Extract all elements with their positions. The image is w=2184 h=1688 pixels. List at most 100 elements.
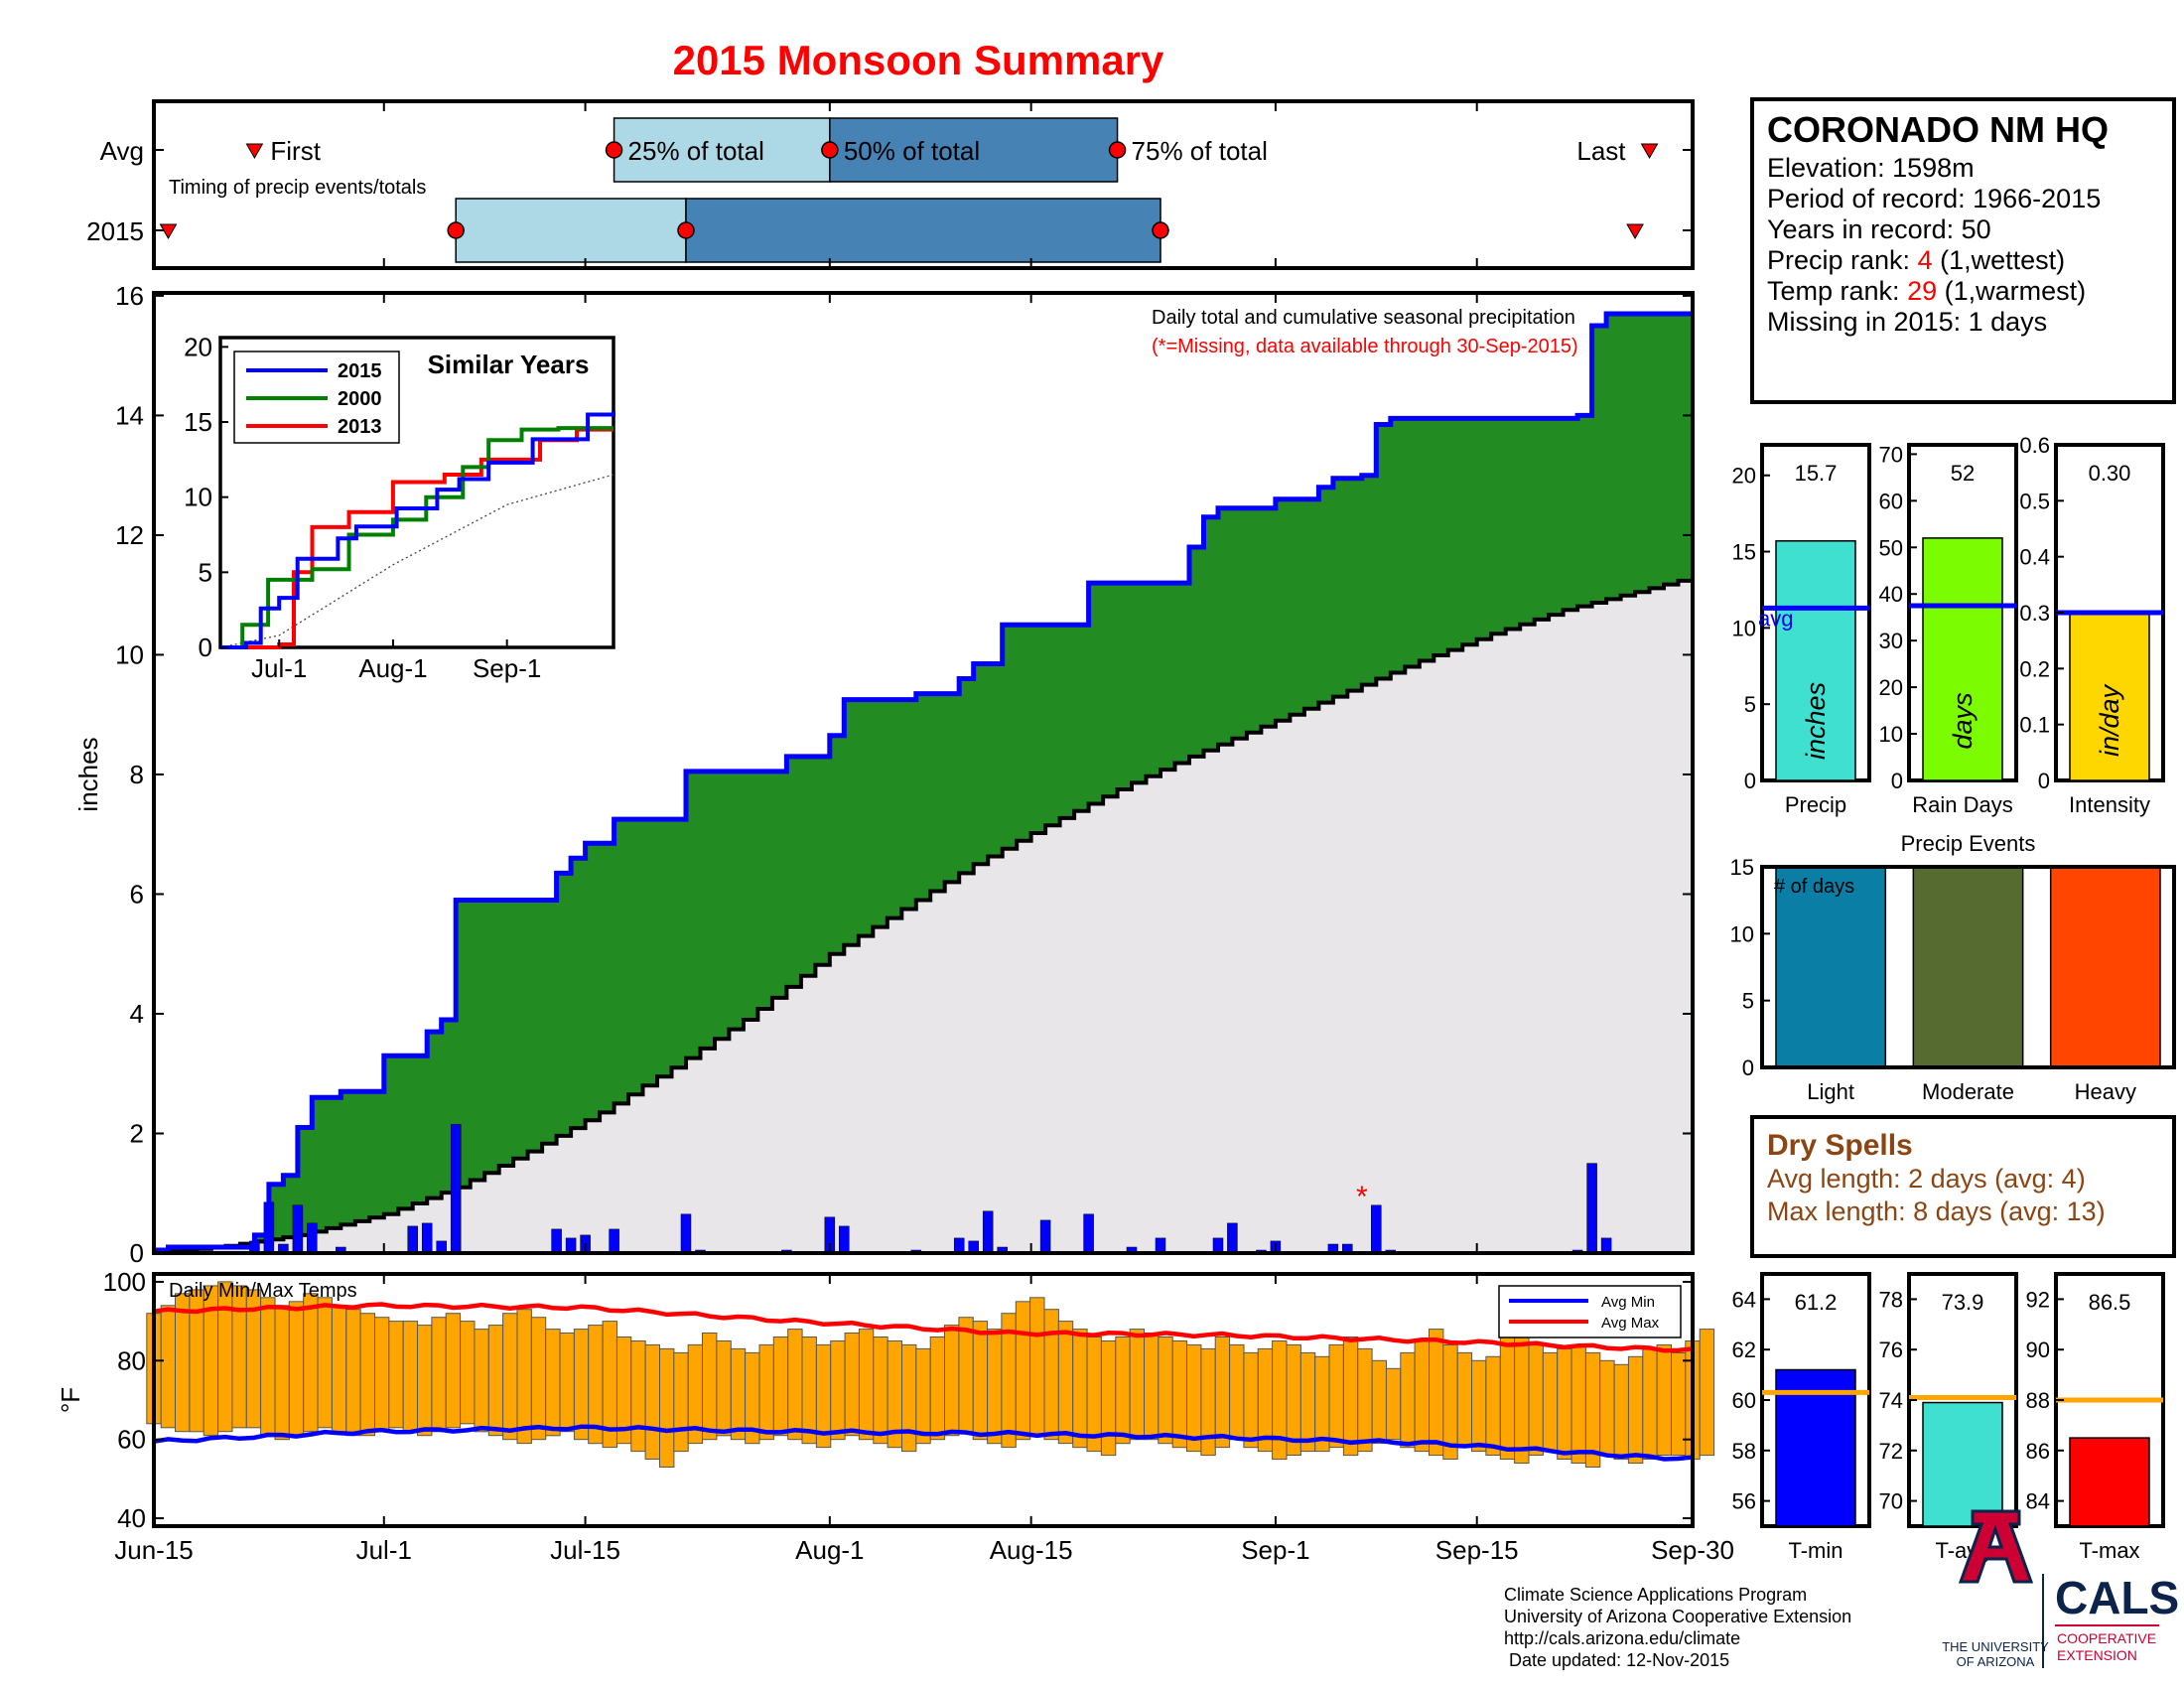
- temp-range-bar: [1129, 1329, 1145, 1441]
- temp-range-bar: [987, 1329, 1003, 1445]
- small-panel-tick-label: 0: [2038, 769, 2050, 793]
- small-panel-tick-label: 5: [1744, 692, 1756, 717]
- events-bar: [1775, 866, 1887, 1068]
- small-panel-bar: [2069, 1437, 2150, 1527]
- events-bar: [2049, 866, 2161, 1068]
- timing-box-50-75: [829, 117, 1119, 183]
- x-tick-label: Jul-1: [356, 1535, 412, 1565]
- missing-marker: *: [1356, 1181, 1368, 1213]
- timing-panel: Avg 2015 First Last 25% of total 50% of total…: [86, 99, 1695, 270]
- small-panel-bar: [2069, 612, 2150, 781]
- totals-panels: 15.7 0 5 10 15 20 Precip inches avg 52 0 10 20 30 40 50…: [1732, 433, 2165, 817]
- events-tick-label: 10: [1730, 921, 1754, 946]
- temp-range-bar: [175, 1293, 191, 1433]
- small-panel-tick-label: 20: [1732, 464, 1756, 489]
- inset-y-tick-label: 20: [184, 332, 212, 361]
- temp-range-bar: [1514, 1336, 1530, 1464]
- inset-series-2015: [220, 411, 615, 649]
- temp-range-bar: [1029, 1297, 1045, 1437]
- timing-25-label: 25% of total: [628, 136, 764, 166]
- events-tick-label: 15: [1730, 855, 1754, 880]
- temp-range-bar: [958, 1317, 974, 1433]
- small-panel-tick-label: 74: [1879, 1388, 1903, 1413]
- x-tick-label: Aug-1: [795, 1535, 864, 1565]
- daily-precip-bar: [307, 1222, 318, 1254]
- daily-precip-bar: [680, 1213, 692, 1254]
- small-panel-tick-label: 0.1: [2019, 713, 2050, 738]
- daily-precip-bar: [407, 1225, 418, 1254]
- station-elevation: Elevation: 1598m: [1767, 153, 1975, 183]
- avg-max-line: [153, 1302, 1694, 1353]
- timing-first-label: First: [270, 136, 321, 166]
- small-panel-tick-label: 50: [1879, 535, 1903, 560]
- footer-line-1: Climate Science Applications Program: [1504, 1585, 1807, 1605]
- temp-range-bar: [1357, 1347, 1373, 1453]
- temp-range-bar: [1043, 1309, 1059, 1441]
- small-panel-tick-label: 0.3: [2019, 601, 2050, 626]
- temps-y-axis-label: °F: [56, 1387, 85, 1413]
- station-temp-rank: Temp rank: 29 (1,warmest): [1767, 276, 2086, 306]
- small-panel-tick-label: 0: [1891, 769, 1903, 793]
- temp-range-bar: [431, 1317, 447, 1433]
- temp-range-bar: [1557, 1347, 1572, 1461]
- small-panel-tick-label: 0.2: [2019, 656, 2050, 681]
- temp-range-bar: [1229, 1343, 1245, 1441]
- small-panel-tick-label: 0.6: [2019, 433, 2050, 458]
- small-panel-tick-label: 86: [2026, 1439, 2050, 1464]
- temp-range-bar: [1528, 1343, 1544, 1457]
- small-panel-tick-label: 90: [2026, 1337, 2050, 1362]
- small-panel-tick-label: 58: [1732, 1439, 1756, 1464]
- timing-box-50-75: [685, 198, 1161, 263]
- temp-range-bar: [1385, 1367, 1402, 1441]
- station-missing: Missing in 2015: 1 days: [1767, 307, 2047, 337]
- temps-frame: [152, 1272, 1695, 1528]
- temp-range-bar: [1328, 1343, 1344, 1449]
- daily-temps-panel: 40 60 80 100 °F Daily Min/Max Temps Avg Min Avg…: [56, 1267, 1734, 1565]
- daily-precip-bar: [421, 1222, 433, 1254]
- timing-marker-circle: [677, 221, 695, 239]
- temp-range-bar: [1299, 1351, 1316, 1453]
- temp-range-bar: [972, 1321, 989, 1441]
- temp-range-bar: [630, 1340, 646, 1453]
- temp-range-bar: [545, 1329, 561, 1437]
- events-category-label: Moderate: [1922, 1079, 2014, 1104]
- temp-range-bar: [231, 1285, 247, 1429]
- temp-range-bar: [659, 1347, 675, 1469]
- small-panel-label: T-max: [2079, 1538, 2139, 1563]
- inset-x-tick-label: Aug-1: [358, 653, 427, 683]
- daily-precip-bar: [1212, 1237, 1224, 1254]
- timing-50-label: 50% of total: [844, 136, 980, 166]
- daily-precip-bar: [1600, 1237, 1612, 1254]
- station-name: CORONADO NM HQ: [1767, 109, 2109, 150]
- inset-title: Similar Years: [428, 350, 590, 379]
- y-axis-label: inches: [73, 737, 103, 811]
- daily-precip-bar: [1586, 1163, 1597, 1254]
- footer-line-3: http://cals.arizona.edu/climate: [1504, 1628, 1740, 1648]
- temp-range-bar: [1599, 1359, 1615, 1457]
- similar-years-inset: 0 5 10 15 20 Jul-1 Aug-1 Sep-1 Similar Years 2015…: [184, 332, 615, 683]
- temp-range-bar: [1342, 1336, 1359, 1457]
- timing-box-25-50: [455, 198, 687, 263]
- x-tick-label: Sep-1: [1241, 1535, 1309, 1565]
- temp-range-bar: [944, 1325, 960, 1437]
- inset-legend-label: 2000: [338, 388, 382, 410]
- timing-marker-circle: [821, 141, 839, 159]
- daily-precip-bar: [1371, 1204, 1382, 1254]
- small-panel-tick-label: 76: [1879, 1337, 1903, 1362]
- small-panel-unit: days: [1948, 692, 1978, 749]
- temp-range-bar: [374, 1317, 390, 1433]
- y-tick-label: 16: [115, 281, 144, 311]
- precip-events-panel: Light Moderate Heavy 0 5 10 15 Precip Events # o…: [1730, 831, 2176, 1104]
- events-tick-label: 5: [1742, 989, 1754, 1014]
- small-panel-tick-label: 72: [1879, 1439, 1903, 1464]
- small-panel-tick-label: 20: [1879, 675, 1903, 700]
- temp-range-bar: [1471, 1359, 1487, 1453]
- temp-range-bar: [1144, 1333, 1160, 1441]
- ua-logo-line-1: THE UNIVERSITY: [1942, 1639, 2049, 1654]
- events-title: Precip Events: [1901, 831, 2036, 856]
- temp-range-bar: [288, 1301, 305, 1437]
- daily-precip-bar: [565, 1237, 577, 1254]
- timing-box-25-50: [613, 117, 831, 183]
- small-panel-bar: [1922, 537, 2003, 781]
